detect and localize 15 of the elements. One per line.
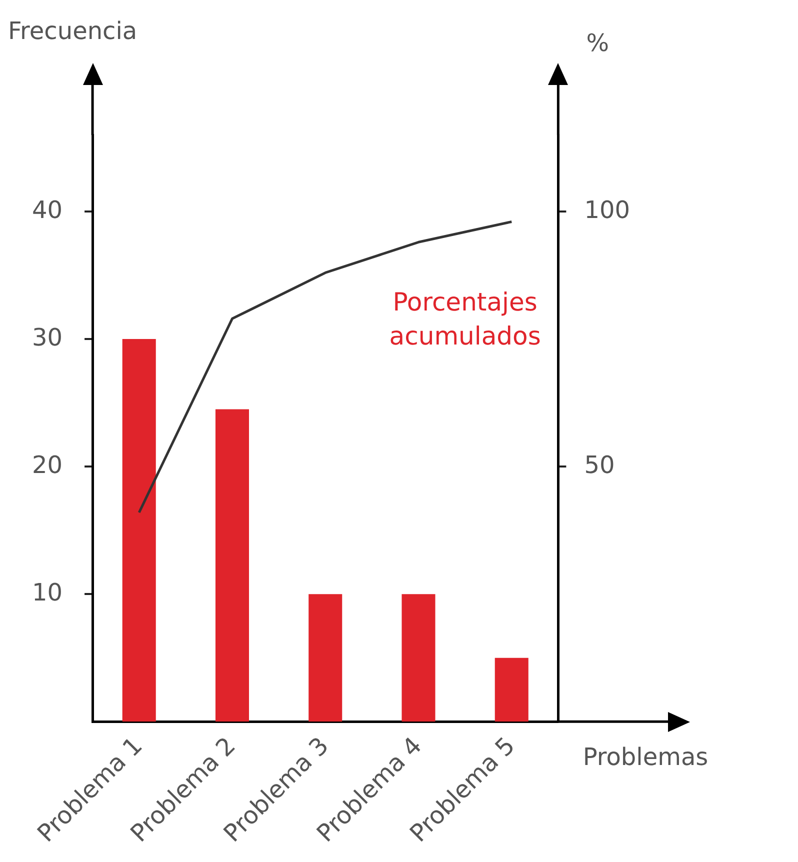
- y-tick-label: 30: [32, 323, 63, 352]
- bar: [308, 594, 342, 722]
- bar: [122, 339, 156, 722]
- y2-axis-title: %: [586, 29, 610, 58]
- bar: [402, 594, 436, 722]
- y-tick-label: 20: [32, 450, 63, 479]
- y-tick-label: 40: [32, 196, 63, 224]
- y2-tick-label: 50: [584, 450, 615, 479]
- y-axis-title: Frecuencia: [8, 17, 138, 46]
- y2-tick-label: 100: [584, 196, 630, 224]
- annotation: Porcentajes acumulados: [389, 288, 541, 350]
- x-axis-title: Problemas: [582, 742, 708, 771]
- bar: [215, 409, 249, 722]
- bar: [494, 658, 528, 722]
- y-tick-label: 10: [32, 578, 63, 606]
